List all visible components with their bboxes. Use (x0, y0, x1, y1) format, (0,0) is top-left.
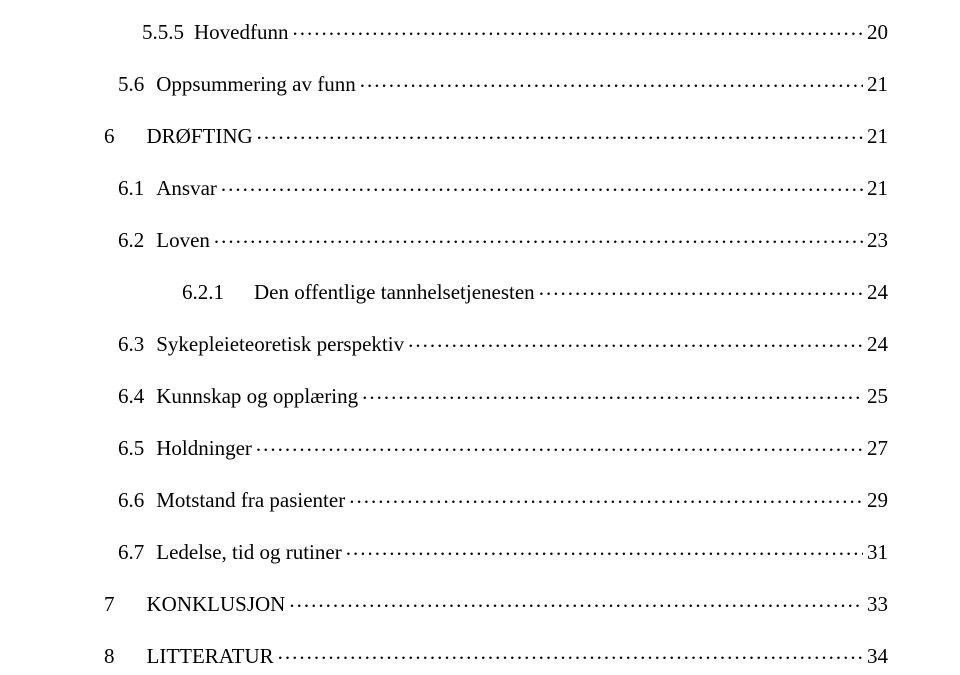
toc-entry-title: KONKLUSJON (147, 592, 286, 616)
toc-leader-dots (408, 330, 863, 351)
toc-page: 5.5.5 Hovedfunn 20 5.6 Oppsummering av fun… (0, 0, 960, 675)
toc-entry-page: 24 (867, 334, 888, 355)
toc-leader-dots (214, 226, 863, 247)
toc-entry-page: 21 (867, 178, 888, 199)
toc-entry-title: Loven (156, 228, 210, 252)
toc-entry-number: 6.5 (118, 436, 144, 460)
toc-entry-label: 6.6 Motstand fra pasienter (118, 490, 345, 511)
toc-entry-page: 21 (867, 126, 888, 147)
toc-entry-label: 5.5.5 Hovedfunn (142, 22, 288, 43)
toc-leader-dots (257, 122, 863, 143)
toc-entry: 7 KONKLUSJON 33 (104, 590, 888, 615)
toc-entry-title: Den offentlige tannhelsetjenesten (254, 280, 535, 304)
toc-entry-page: 21 (867, 74, 888, 95)
toc-entry: 6.2 Loven 23 (104, 226, 888, 251)
toc-entry-title: DRØFTING (147, 124, 253, 148)
toc-entry-page: 20 (867, 22, 888, 43)
toc-entry: 6.1 Ansvar 21 (104, 174, 888, 199)
toc-entry: 6.7 Ledelse, tid og rutiner 31 (104, 538, 888, 563)
toc-entry-label: 6.1 Ansvar (118, 178, 217, 199)
toc-entry-label: 6.2.1 Den offentlige tannhelsetjenesten (182, 282, 535, 303)
toc-entry-page: 23 (867, 230, 888, 251)
toc-entry: 8 LITTERATUR 34 (104, 642, 888, 667)
toc-entry-number: 5.6 (118, 72, 144, 96)
toc-entry: 5.6 Oppsummering av funn 21 (104, 70, 888, 95)
toc-entry-title: Ansvar (156, 176, 217, 200)
toc-entry-label: 6.4 Kunnskap og opplæring (118, 386, 358, 407)
toc-entry-number: 8 (104, 644, 115, 668)
toc-entry: 5.5.5 Hovedfunn 20 (104, 18, 888, 43)
toc-entry-page: 24 (867, 282, 888, 303)
toc-entry: 6.2.1 Den offentlige tannhelsetjenesten 2… (104, 278, 888, 303)
toc-entry-label: 6.2 Loven (118, 230, 210, 251)
toc-entry-title: Hovedfunn (194, 20, 288, 44)
toc-leader-dots (221, 174, 863, 195)
toc-entry-page: 31 (867, 542, 888, 563)
toc-entry-title: Sykepleieteoretisk perspektiv (156, 332, 404, 356)
toc-leader-dots (539, 278, 863, 299)
toc-leader-dots (256, 434, 863, 455)
toc-entry-label: 6 DRØFTING (104, 126, 253, 147)
toc-entry-page: 27 (867, 438, 888, 459)
toc-entry-label: 6.3 Sykepleieteoretisk perspektiv (118, 334, 404, 355)
toc-entry-title: Ledelse, tid og rutiner (156, 540, 341, 564)
toc-entry: 6.5 Holdninger 27 (104, 434, 888, 459)
toc-leader-dots (362, 382, 863, 403)
toc-entry: 6 DRØFTING 21 (104, 122, 888, 147)
toc-entry-label: 5.6 Oppsummering av funn (118, 74, 356, 95)
toc-leader-dots (289, 590, 863, 611)
toc-entry-page: 34 (867, 646, 888, 667)
toc-entry-label: 8 LITTERATUR (104, 646, 274, 667)
toc-leader-dots (346, 538, 863, 559)
toc-leader-dots (349, 486, 863, 507)
toc-entry-page: 33 (867, 594, 888, 615)
toc-entry: 6.3 Sykepleieteoretisk perspektiv 24 (104, 330, 888, 355)
toc-entry-title: Motstand fra pasienter (156, 488, 345, 512)
toc-entry-number: 6.6 (118, 488, 144, 512)
toc-entry-number: 7 (104, 592, 115, 616)
toc-entry-number: 6.4 (118, 384, 144, 408)
toc-entry-number: 6.2 (118, 228, 144, 252)
toc-entry-title: LITTERATUR (147, 644, 274, 668)
toc-leader-dots (292, 18, 863, 39)
toc-entry-label: 7 KONKLUSJON (104, 594, 285, 615)
toc-entry: 6.4 Kunnskap og opplæring 25 (104, 382, 888, 407)
toc-entry-title: Holdninger (156, 436, 252, 460)
toc-entry-number: 6.7 (118, 540, 144, 564)
toc-entry-page: 25 (867, 386, 888, 407)
toc-entry: 6.6 Motstand fra pasienter 29 (104, 486, 888, 511)
toc-entry-number: 6.3 (118, 332, 144, 356)
toc-entry-page: 29 (867, 490, 888, 511)
toc-entry-number: 5.5.5 (142, 20, 184, 44)
toc-entry-number: 6 (104, 124, 115, 148)
toc-entry-number: 6.2.1 (182, 280, 224, 304)
toc-leader-dots (278, 642, 863, 663)
toc-entry-title: Kunnskap og opplæring (156, 384, 358, 408)
toc-entry-title: Oppsummering av funn (156, 72, 355, 96)
toc-entry-number: 6.1 (118, 176, 144, 200)
toc-entry-label: 6.5 Holdninger (118, 438, 252, 459)
toc-leader-dots (360, 70, 863, 91)
toc-entry-label: 6.7 Ledelse, tid og rutiner (118, 542, 342, 563)
